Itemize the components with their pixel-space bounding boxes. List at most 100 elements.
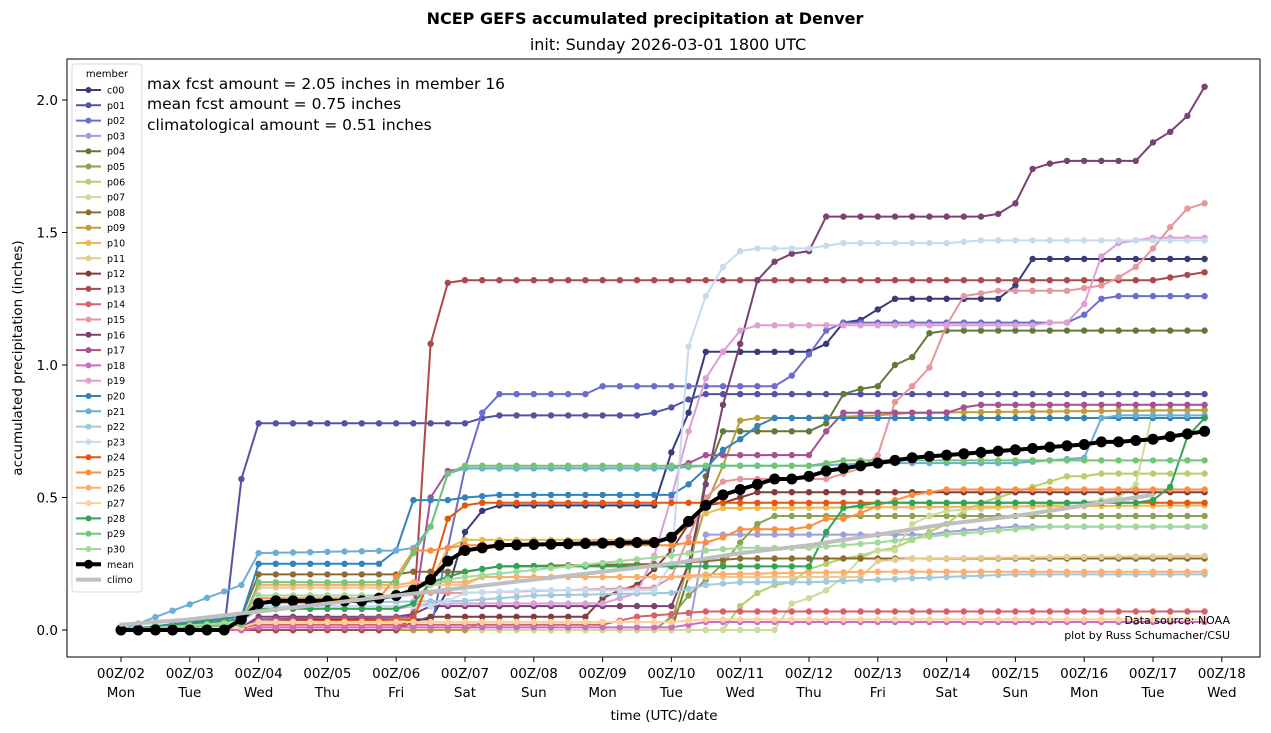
data-point-p21 [186, 601, 193, 608]
data-point-p12 [530, 613, 537, 620]
data-point-p15 [1115, 274, 1122, 281]
data-point-p29 [530, 462, 537, 469]
data-point-p12 [513, 613, 520, 620]
data-point-p29 [1132, 457, 1140, 464]
data-point-p20 [375, 560, 383, 567]
data-point-p30 [891, 537, 899, 544]
data-point-p20 [754, 422, 761, 430]
data-point-mean [511, 539, 523, 551]
data-point-p23 [616, 587, 623, 594]
series-line-p13 [120, 271, 1206, 631]
data-point-p30 [513, 568, 520, 575]
data-point-p18 [444, 624, 451, 631]
data-point-p15 [891, 398, 899, 406]
data-point-p25 [960, 486, 967, 493]
legend-label: p22 [107, 422, 125, 433]
data-point-p23 [1184, 237, 1191, 244]
legend-marker [85, 117, 92, 124]
data-point-p20 [823, 414, 830, 422]
data-point-p27 [1098, 616, 1105, 623]
data-point-p19 [995, 322, 1002, 329]
data-point-p18 [633, 624, 641, 631]
y-axis: 0.0 0.5 1.0 1.5 2.0 [37, 93, 67, 639]
data-point-p13 [582, 277, 589, 284]
data-point-p19 [857, 322, 864, 329]
data-point-p25 [1184, 486, 1191, 493]
data-point-p20 [565, 491, 572, 499]
data-point-p24 [633, 499, 641, 506]
data-point-p01 [547, 412, 555, 419]
legend-item-p18: p18 [76, 361, 125, 372]
data-point-p30 [960, 530, 967, 537]
data-point-p30 [1132, 523, 1140, 530]
data-point-p16 [1115, 157, 1122, 165]
data-point-p20 [255, 560, 262, 567]
data-point-p13 [1081, 277, 1088, 284]
data-point-p19 [599, 600, 606, 607]
data-point-p28 [754, 563, 761, 570]
data-point-p02 [547, 390, 555, 398]
data-point-p25 [427, 547, 434, 554]
data-point-p22 [737, 579, 744, 586]
data-point-p10 [891, 504, 899, 511]
series-line-p01 [120, 393, 1206, 631]
data-point-p18 [668, 624, 675, 631]
data-point-p04 [977, 327, 985, 334]
legend-label: p07 [107, 193, 125, 204]
data-point-p19 [909, 322, 916, 329]
data-point-p21 [341, 548, 348, 555]
data-point-p30 [995, 527, 1002, 534]
series-line-p27 [120, 618, 1206, 631]
data-point-p30 [1012, 526, 1019, 533]
data-point-p27 [1029, 616, 1036, 623]
data-point-p27 [1081, 616, 1088, 623]
series-line-p20 [120, 417, 1206, 631]
data-point-p16 [977, 213, 985, 220]
data-point-p09 [754, 414, 761, 422]
data-point-p05 [1201, 512, 1208, 520]
legend-marker [85, 240, 92, 246]
data-point-p30 [444, 576, 451, 583]
data-point-p19 [496, 600, 503, 607]
data-point-p24 [496, 499, 503, 506]
data-point-p18 [565, 624, 572, 631]
data-point-p02 [513, 390, 520, 398]
data-point-p15 [1201, 200, 1208, 207]
data-point-p30 [1098, 523, 1105, 530]
data-point-p01 [977, 390, 985, 398]
data-point-p12 [496, 613, 503, 620]
data-point-p13 [926, 277, 933, 284]
data-point-p04 [737, 428, 744, 435]
data-point-p12 [737, 494, 744, 501]
data-point-p24 [1167, 499, 1174, 506]
data-point-p26 [1081, 568, 1088, 575]
data-point-p18 [599, 624, 606, 631]
data-point-p04 [960, 327, 967, 334]
data-point-p02 [754, 383, 761, 390]
data-point-c00 [995, 295, 1002, 302]
data-point-p06 [926, 528, 933, 536]
data-point-p24 [599, 499, 606, 506]
legend-item-p04: p04 [76, 147, 125, 158]
data-point-p23 [530, 587, 537, 594]
data-point-mean [717, 489, 729, 501]
data-point-p30 [840, 542, 847, 549]
data-point-p06 [1201, 470, 1208, 477]
data-point-p19 [1063, 319, 1071, 326]
data-point-p29 [651, 462, 658, 469]
data-point-p26 [1201, 568, 1208, 575]
data-point-p10 [479, 536, 486, 544]
data-point-p27 [943, 616, 950, 623]
series-line-p25 [120, 488, 1206, 631]
legend-label: mean [107, 560, 134, 571]
data-point-p14 [1167, 608, 1174, 615]
x-tick-label: 00Z/18 [1198, 666, 1246, 682]
data-point-p23 [651, 587, 658, 594]
data-point-p09 [1046, 408, 1054, 415]
data-point-p19 [1081, 300, 1088, 308]
data-point-p07 [891, 547, 899, 554]
data-point-p14 [771, 608, 778, 615]
data-point-p13 [1098, 277, 1105, 284]
data-point-p29 [479, 462, 486, 469]
data-point-p26 [1063, 568, 1071, 575]
